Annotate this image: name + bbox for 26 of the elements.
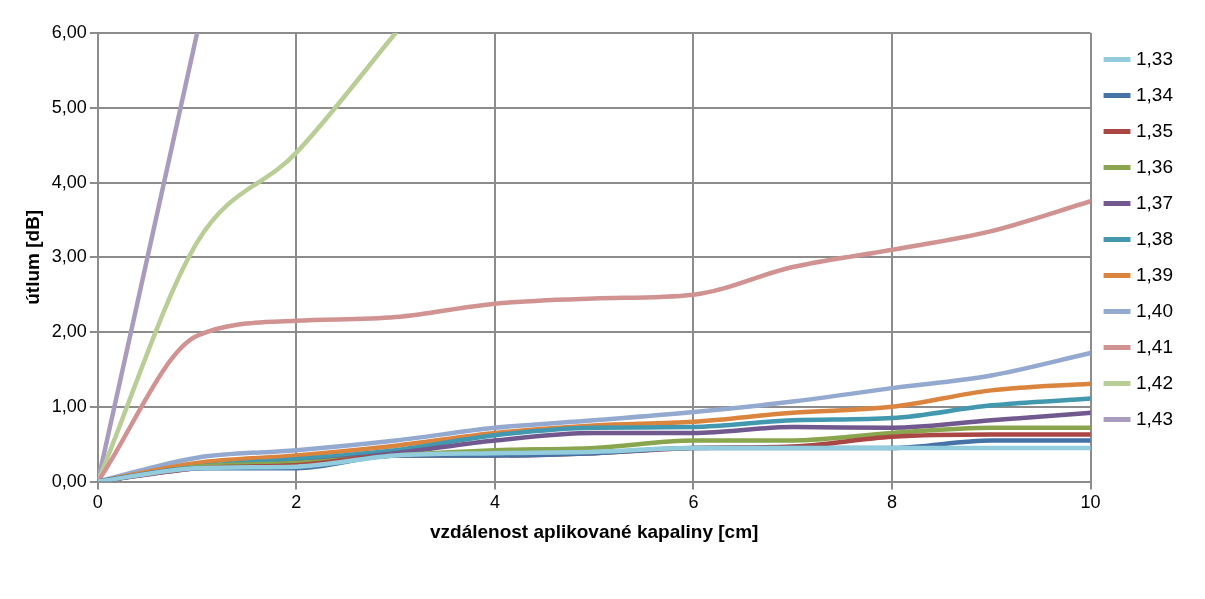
y-tick-label: 5,00 [51, 96, 87, 117]
x-tick-label: 10 [1080, 492, 1101, 513]
legend-label: 1,37 [1136, 191, 1173, 213]
legend-label: 1,39 [1136, 263, 1173, 285]
legend-label: 1,38 [1136, 227, 1173, 249]
legend-label: 1,35 [1136, 119, 1173, 141]
y-axis-title: útlum [dB] [21, 209, 43, 305]
y-tick-label: 3,00 [51, 246, 87, 267]
x-tick-label: 2 [291, 492, 302, 513]
legend-label: 1,33 [1136, 47, 1173, 69]
legend-label: 1,40 [1136, 299, 1173, 321]
legend-label: 1,36 [1136, 155, 1173, 177]
y-tick-label: 6,00 [51, 21, 87, 42]
legend-label: 1,34 [1136, 83, 1174, 105]
x-tick-label: 0 [92, 492, 103, 513]
legend-label: 1,42 [1136, 371, 1173, 393]
x-tick-label: 4 [489, 492, 500, 513]
x-axis-title: vzdálenost aplikované kapaliny [cm] [429, 520, 759, 542]
y-tick-label: 4,00 [51, 171, 87, 192]
legend-label: 1,43 [1136, 407, 1173, 429]
y-tick-label: 2,00 [51, 321, 87, 342]
y-tick-label: 1,00 [51, 395, 87, 416]
legend-label: 1,41 [1136, 335, 1173, 357]
x-tick-label: 6 [688, 492, 699, 513]
y-tick-label: 0,00 [51, 470, 87, 491]
x-tick-label: 8 [886, 492, 897, 513]
